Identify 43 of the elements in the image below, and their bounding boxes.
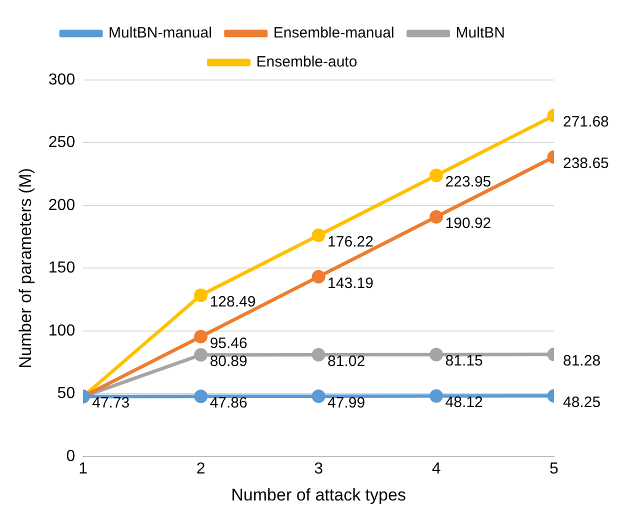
- data-label: 95.46: [210, 334, 248, 352]
- data-label: 143.19: [328, 274, 374, 292]
- data-label: 48.25: [563, 394, 601, 412]
- data-label: 80.89: [210, 353, 248, 370]
- legend-label: Ensemble-auto: [256, 54, 358, 71]
- point: [312, 389, 326, 403]
- data-label: 47.99: [328, 394, 366, 412]
- y-axis-title: Number of parameters (M): [16, 168, 35, 368]
- point: [194, 390, 208, 404]
- x-axis-title: Number of attack types: [231, 485, 406, 504]
- data-label: 48.12: [445, 394, 483, 412]
- point: [194, 330, 208, 344]
- legend-label: Ensemble-manual: [273, 24, 394, 42]
- y-tick-label: 250: [48, 134, 76, 152]
- data-label: 128.49: [210, 293, 256, 310]
- y-tick-label: 100: [48, 322, 76, 340]
- y-tick-label: 50: [57, 385, 76, 402]
- point: [312, 348, 326, 362]
- data-label: 176.22: [328, 233, 374, 250]
- x-tick-label: 4: [432, 460, 441, 478]
- y-tick-label: 200: [48, 196, 76, 214]
- point: [312, 270, 326, 284]
- y-tick-label: 0: [66, 448, 76, 465]
- x-tick-label: 3: [314, 460, 324, 478]
- data-label: 271.68: [563, 114, 609, 131]
- x-tick-label: 5: [550, 460, 559, 478]
- y-tick-label: 150: [48, 260, 76, 277]
- data-label: 81.15: [445, 352, 483, 370]
- legend-label: MultBN: [456, 24, 505, 42]
- data-label: 81.02: [328, 352, 366, 370]
- data-label: 47.73: [92, 394, 130, 412]
- data-label: 190.92: [445, 215, 492, 232]
- y-tick-label: 300: [48, 71, 76, 88]
- x-tick-label: 2: [196, 460, 206, 478]
- data-label: 47.86: [210, 394, 248, 412]
- x-tick-label: 1: [78, 460, 88, 478]
- point: [194, 348, 208, 362]
- data-label: 238.65: [563, 155, 609, 172]
- point: [312, 228, 326, 242]
- legend-label: MultBN-manual: [108, 24, 212, 42]
- data-label: 81.28: [563, 352, 601, 370]
- point: [194, 288, 208, 302]
- data-label: 223.95: [445, 174, 492, 191]
